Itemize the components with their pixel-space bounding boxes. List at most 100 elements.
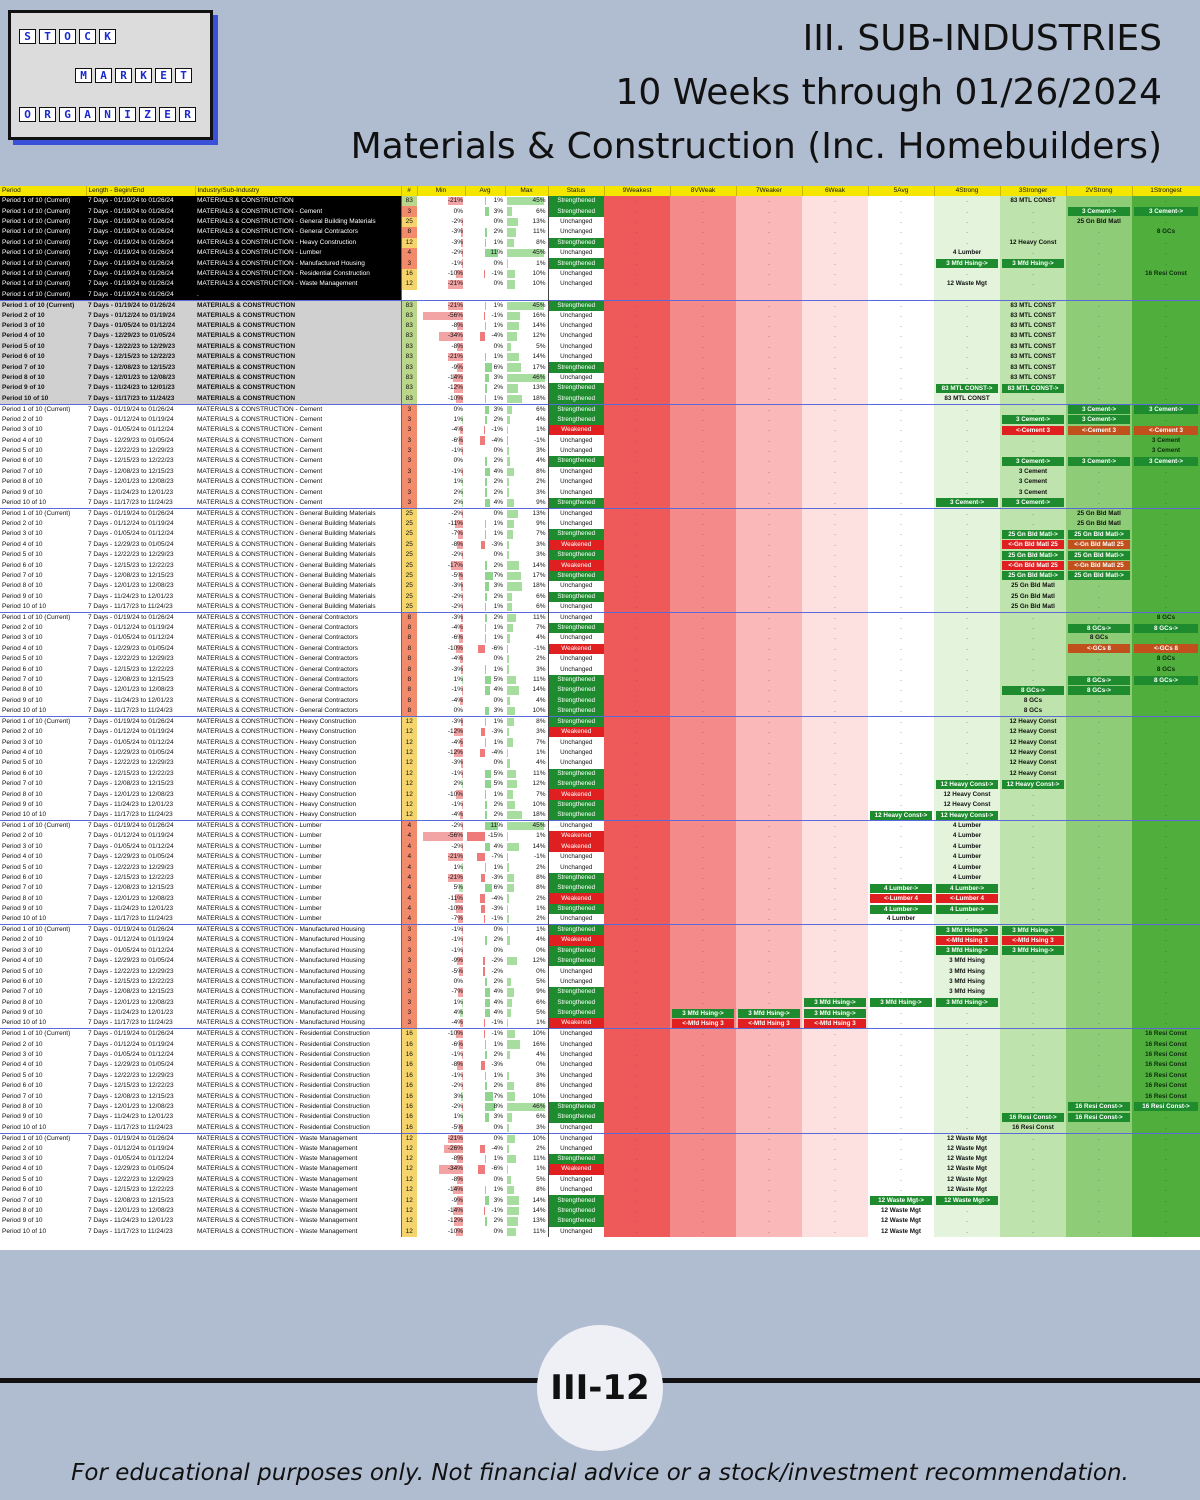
value-text: -2% xyxy=(451,842,463,850)
value-text: 4% xyxy=(536,634,546,642)
industry-cell: MATERIALS & CONSTRUCTION - Residential C… xyxy=(195,1070,402,1081)
column-header[interactable]: Period xyxy=(0,186,87,196)
placeholder-dot: . xyxy=(702,488,704,496)
column-header[interactable]: 5Avg xyxy=(868,186,935,196)
column-header[interactable]: 7Weaker xyxy=(736,186,803,196)
zone-cell-3stronger: . xyxy=(1000,1132,1066,1144)
placeholder-dot: . xyxy=(636,197,638,205)
data-bar xyxy=(485,457,488,466)
zone-cell-9weakest: . xyxy=(604,1049,670,1061)
placeholder-dot: . xyxy=(702,238,704,246)
zone-cell-5avg: . xyxy=(868,685,934,696)
zone-cell-7weaker: . xyxy=(736,654,802,665)
value-text: 4% xyxy=(493,686,503,694)
zone-cell-2vstrong: . xyxy=(1066,1091,1132,1102)
placeholder-dot: . xyxy=(1098,655,1100,663)
column-header[interactable]: Avg xyxy=(465,186,506,196)
zone-cell-4strong: 12 Waste Mgt xyxy=(934,1185,1000,1196)
status-cell: Strengthened xyxy=(548,299,604,311)
length-cell: 7 Days - 01/12/24 to 01/19/24 xyxy=(88,832,174,840)
zone-cell-9weakest: . xyxy=(604,1080,670,1092)
status-cell: Strengthened xyxy=(548,362,604,373)
count-cell: 3 xyxy=(401,487,417,498)
data-bar xyxy=(485,561,488,570)
table-row: Period 8 of 10 7 Days - 12/01/23 to 12/08… xyxy=(0,581,1200,592)
value-text: 17% xyxy=(532,571,546,579)
zone-cell-1strongest: . xyxy=(1132,1195,1200,1206)
zone-cell-8vweak: . xyxy=(670,196,736,207)
zone-label: 8 GCs-> xyxy=(1134,623,1198,633)
zone-cell-1strongest: . xyxy=(1132,372,1200,384)
column-header[interactable]: # xyxy=(401,186,418,196)
avg-cell: 8% xyxy=(465,1102,505,1112)
placeholder-dot: . xyxy=(834,665,836,673)
avg-cell: 2% xyxy=(465,977,505,987)
data-bar xyxy=(461,779,463,789)
column-header[interactable]: 2VStrong xyxy=(1066,186,1133,196)
zone-label: 83 MTL CONST xyxy=(1010,353,1056,361)
column-header[interactable]: 8VWeak xyxy=(670,186,737,196)
zone-cell-5avg: . xyxy=(868,820,934,832)
placeholder-dot: . xyxy=(636,519,638,527)
logo-letter: T xyxy=(39,29,56,44)
data-bar xyxy=(485,394,487,403)
placeholder-dot: . xyxy=(1098,249,1100,257)
length-cell: 7 Days - 01/05/24 to 01/12/24 xyxy=(88,530,174,538)
zone-cell-6weak: . xyxy=(802,1080,868,1092)
zone-cell-6weak: . xyxy=(802,1039,868,1050)
column-header[interactable]: Max xyxy=(505,186,549,196)
placeholder-dot: . xyxy=(636,894,638,902)
column-header[interactable]: Status xyxy=(548,186,605,196)
data-bar xyxy=(462,446,463,456)
industry-cell: MATERIALS & CONSTRUCTION - Cement xyxy=(195,476,402,488)
placeholder-dot: . xyxy=(1165,718,1167,726)
placeholder-dot: . xyxy=(702,540,704,548)
zone-cell-8vweak: . xyxy=(670,935,736,946)
placeholder-dot: . xyxy=(1165,509,1167,517)
period-cell: Period 6 of 10 xyxy=(2,978,43,986)
zone-cell-2vstrong: . xyxy=(1066,1226,1132,1238)
zone-label: 12 Waste Mgt xyxy=(880,1227,921,1235)
zone-label: 16 Resi Const xyxy=(1145,1071,1187,1079)
zone-cell-9weakest: . xyxy=(604,956,670,967)
length-cell: 7 Days - 01/19/24 to 01/26/24 xyxy=(86,206,195,217)
data-bar xyxy=(485,623,487,633)
placeholder-dot: . xyxy=(1165,342,1167,350)
period-cell: Period 10 of 10 xyxy=(0,393,86,405)
zone-cell-8vweak: . xyxy=(670,247,736,259)
value-text: 6% xyxy=(536,1113,546,1121)
column-header[interactable]: Industry/Sub-Industry xyxy=(195,186,402,196)
zone-cell-1strongest: 16 Resi Const xyxy=(1132,1070,1200,1081)
min-cell: -10% xyxy=(417,904,465,914)
data-bar xyxy=(462,926,463,935)
column-header[interactable]: 4Strong xyxy=(934,186,1001,196)
data-bar xyxy=(507,842,519,851)
zone-cell-3stronger: . xyxy=(1000,1101,1066,1113)
status-cell: Unchanged xyxy=(560,1186,593,1194)
placeholder-dot: . xyxy=(768,665,770,673)
placeholder-dot: . xyxy=(1032,394,1034,402)
zone-cell-8vweak: . xyxy=(670,1070,736,1081)
column-header[interactable]: 6Weak xyxy=(802,186,869,196)
avg-cell: -3% xyxy=(465,1060,505,1070)
zone-cell-6weak: . xyxy=(802,601,868,613)
placeholder-dot: . xyxy=(900,207,902,215)
column-header[interactable]: Length - Begin/End xyxy=(86,186,196,196)
placeholder-dot: . xyxy=(768,374,770,382)
avg-cell: 1% xyxy=(465,196,505,206)
value-text: 1% xyxy=(493,1040,503,1048)
industry-cell: MATERIALS & CONSTRUCTION - Lumber xyxy=(195,841,402,852)
data-bar xyxy=(507,926,508,935)
zone-cell-8vweak: . xyxy=(670,529,736,540)
placeholder-dot: . xyxy=(834,384,836,392)
column-header[interactable]: Min xyxy=(417,186,466,196)
column-header[interactable]: 9Weakest xyxy=(604,186,671,196)
column-header[interactable]: 1Strongest xyxy=(1132,186,1200,196)
zone-cell-6weak: . xyxy=(802,258,868,269)
length-cell: 7 Days - 12/29/23 to 01/05/24 xyxy=(88,853,174,861)
table-row: Period 3 of 10 7 Days - 01/05/24 to 01/12… xyxy=(0,529,1200,540)
period-cell: Period 3 of 10 xyxy=(2,842,43,850)
placeholder-dot: . xyxy=(702,571,704,579)
column-header[interactable]: 3Stronger xyxy=(1000,186,1067,196)
placeholder-dot: . xyxy=(900,1050,902,1058)
